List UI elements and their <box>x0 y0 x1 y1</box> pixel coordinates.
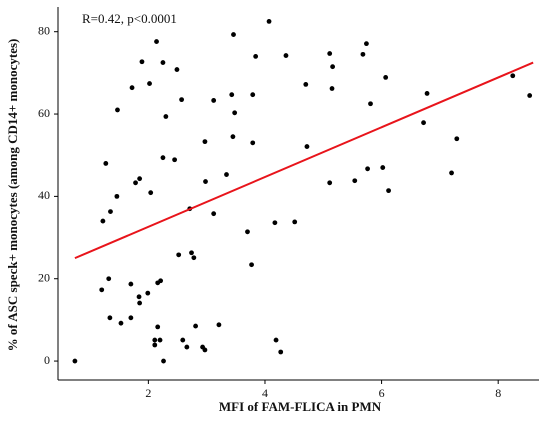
point <box>303 81 309 87</box>
point <box>158 278 164 284</box>
point <box>250 140 256 146</box>
point <box>203 179 208 184</box>
x-tick-label: 2 <box>145 386 151 400</box>
point <box>231 32 236 37</box>
point <box>304 144 310 149</box>
point <box>386 188 391 194</box>
point <box>189 250 194 256</box>
point <box>249 262 254 268</box>
point <box>154 39 159 44</box>
point <box>107 315 113 321</box>
point <box>145 290 151 296</box>
point <box>245 229 250 235</box>
point <box>155 324 161 330</box>
point <box>108 209 113 215</box>
point <box>129 85 135 91</box>
point <box>383 75 389 80</box>
point <box>329 86 335 91</box>
point <box>211 211 217 217</box>
point <box>365 166 370 172</box>
point <box>368 101 373 107</box>
point <box>161 358 166 364</box>
point <box>421 120 426 126</box>
point <box>191 255 197 261</box>
point <box>253 54 259 59</box>
x-tick-label: 4 <box>262 386 268 400</box>
point <box>510 73 516 79</box>
point <box>278 349 284 355</box>
point <box>172 157 178 163</box>
point <box>115 107 120 113</box>
point <box>202 139 208 145</box>
point <box>292 219 298 225</box>
point <box>266 19 272 24</box>
point <box>100 218 106 224</box>
point <box>179 97 185 103</box>
point <box>114 193 120 199</box>
point <box>454 136 460 142</box>
point <box>230 134 236 140</box>
point <box>106 276 112 282</box>
point <box>224 172 229 177</box>
point <box>160 60 166 65</box>
y-tick-label: 80 <box>38 23 50 37</box>
point <box>72 358 78 364</box>
point <box>216 322 222 328</box>
point <box>163 114 169 119</box>
point <box>380 165 386 170</box>
point <box>139 59 145 65</box>
point <box>273 337 279 343</box>
point <box>250 92 256 98</box>
point <box>133 180 138 186</box>
point <box>128 281 134 287</box>
point <box>283 53 289 58</box>
point <box>147 81 152 86</box>
point <box>232 110 238 116</box>
point <box>137 176 143 182</box>
point <box>364 41 369 47</box>
fit-line <box>74 61 534 260</box>
y-tick-label: 0 <box>44 353 50 367</box>
point <box>527 93 533 98</box>
point <box>352 178 358 184</box>
y-axis-label: % of ASC speck+ monocytes (among CD14+ m… <box>5 39 20 352</box>
x-tick-label: 6 <box>379 386 385 400</box>
point <box>152 342 158 348</box>
y-tick-label: 20 <box>38 270 50 284</box>
point <box>327 51 333 56</box>
y-tick-label: 40 <box>38 188 50 202</box>
point <box>449 170 454 176</box>
point <box>180 337 186 343</box>
point <box>424 91 430 96</box>
point <box>128 315 134 321</box>
point <box>202 347 208 353</box>
point <box>99 287 105 293</box>
annotation: R=0.42, p<0.0001 <box>82 11 177 26</box>
x-axis-label: MFI of FAM-FLICA in PMN <box>219 399 382 414</box>
point <box>211 98 217 103</box>
point <box>330 64 336 70</box>
point <box>157 337 163 343</box>
point <box>136 294 142 300</box>
point <box>137 300 143 306</box>
point <box>148 190 154 196</box>
point <box>229 92 235 98</box>
point <box>118 320 124 326</box>
y-tick-label: 60 <box>38 106 50 120</box>
point <box>327 180 333 186</box>
point <box>360 51 366 57</box>
point <box>174 67 180 72</box>
point <box>193 323 198 329</box>
x-tick-label: 8 <box>495 386 501 400</box>
point <box>184 344 190 350</box>
point <box>103 161 109 166</box>
point <box>272 220 278 226</box>
point <box>152 337 158 343</box>
point <box>160 155 166 161</box>
point <box>176 252 182 258</box>
